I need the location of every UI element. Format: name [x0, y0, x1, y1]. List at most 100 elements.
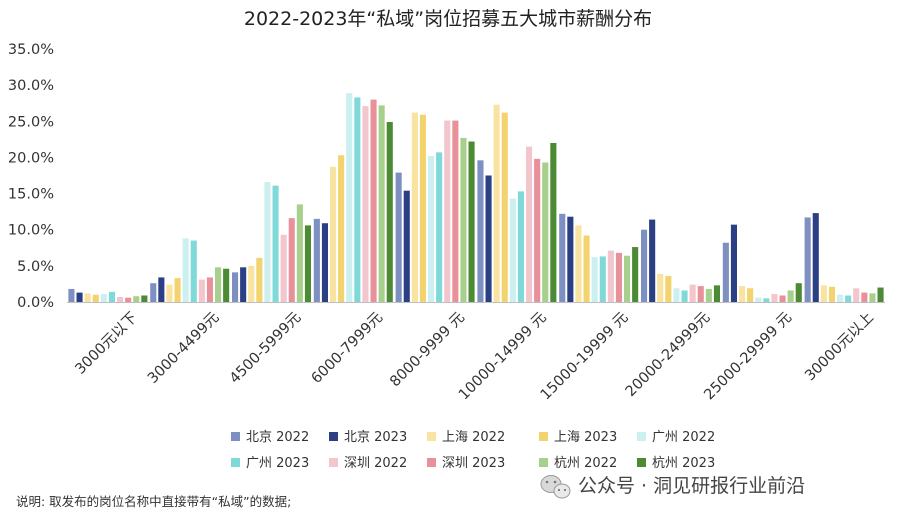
bar	[403, 190, 410, 302]
bar	[657, 273, 664, 302]
bar	[747, 288, 754, 302]
bar	[681, 290, 688, 302]
legend-label: 杭州 2023	[652, 456, 715, 471]
watermark-text: 公众号 · 洞见研报行业前沿	[578, 475, 805, 497]
bar	[240, 267, 247, 302]
bar	[795, 283, 802, 302]
bar	[338, 155, 345, 302]
y-tick-label: 5.0%	[17, 259, 54, 275]
bar	[877, 287, 884, 302]
bar	[296, 204, 303, 302]
bar	[190, 240, 197, 302]
legend-item: 上海 2022	[427, 430, 505, 445]
legend-swatch	[539, 432, 548, 441]
bar	[378, 105, 385, 302]
series-7	[117, 106, 860, 302]
bar	[362, 106, 369, 302]
bar	[436, 152, 443, 302]
bar	[567, 216, 574, 302]
legend-swatch	[329, 458, 338, 467]
bar	[444, 120, 451, 302]
bar	[313, 218, 320, 302]
bar	[411, 112, 418, 302]
plot-area	[68, 93, 884, 303]
bar	[280, 234, 287, 302]
x-tick-label: 20000-24999元	[623, 310, 714, 401]
y-tick-label: 20.0%	[8, 150, 54, 166]
legend-swatch	[637, 432, 646, 441]
bar	[84, 293, 91, 302]
bar	[346, 93, 353, 302]
legend-swatch	[427, 458, 436, 467]
series-10	[141, 122, 884, 302]
x-tick-label: 30000元以上	[802, 309, 877, 384]
series-1	[68, 160, 811, 302]
bar	[330, 166, 337, 302]
bar	[477, 160, 484, 302]
bar	[705, 288, 712, 302]
bar	[370, 99, 377, 302]
bar	[452, 120, 459, 302]
bar	[174, 278, 181, 302]
bar	[559, 213, 566, 302]
bar	[583, 235, 590, 302]
bar	[615, 252, 622, 302]
bar	[861, 292, 868, 302]
bar	[223, 268, 230, 302]
bar	[763, 298, 770, 302]
bar	[755, 297, 762, 302]
bar	[673, 288, 680, 302]
bar	[92, 294, 99, 302]
x-tick-label: 3000元以下	[73, 310, 141, 378]
bar	[198, 279, 205, 302]
legend-label: 北京 2022	[246, 430, 309, 445]
legend-item: 北京 2023	[329, 430, 407, 445]
legend-item: 北京 2022	[231, 430, 309, 445]
bar	[248, 265, 255, 302]
bar	[150, 283, 157, 302]
bar	[812, 213, 819, 302]
chart-title: 2022-2023年“私域”岗位招募五大城市薪酬分布	[244, 8, 652, 30]
bar	[288, 218, 295, 302]
bar	[386, 122, 393, 302]
legend-item: 杭州 2023	[637, 456, 715, 471]
bar	[158, 277, 165, 302]
bar	[779, 295, 786, 302]
y-axis: 0.0% 5.0% 10.0% 15.0% 20.0% 25.0% 30.0% 35.0%	[8, 42, 54, 311]
bar	[649, 219, 656, 302]
legend-label: 上海 2022	[442, 430, 505, 445]
legend-label: 上海 2023	[554, 430, 617, 445]
bar	[820, 285, 827, 302]
y-tick-label: 0.0%	[17, 295, 54, 311]
legend-swatch	[539, 458, 548, 467]
legend-item: 深圳 2023	[427, 456, 505, 471]
legend-swatch	[329, 432, 338, 441]
legend-swatch	[231, 432, 240, 441]
x-axis: 3000元以下 3000-4499元 4500-5999元 6000-7999元 800…	[67, 302, 885, 404]
bar	[206, 277, 213, 302]
bar	[108, 291, 115, 302]
legend-item: 深圳 2022	[329, 456, 407, 471]
legend-label: 广州 2023	[246, 456, 309, 471]
legend-swatch	[637, 458, 646, 467]
bar	[665, 275, 672, 302]
y-tick-label: 25.0%	[8, 114, 54, 130]
bar	[419, 114, 426, 302]
legend-label: 广州 2022	[652, 430, 715, 445]
bar	[624, 255, 631, 302]
bar	[730, 224, 737, 302]
bar	[689, 284, 696, 302]
bar	[534, 158, 541, 302]
series-8	[125, 99, 868, 302]
x-tick-label: 3000-4499元	[145, 310, 222, 387]
bar	[853, 288, 860, 302]
bar	[869, 293, 876, 302]
bar	[591, 257, 598, 302]
legend-item: 广州 2022	[637, 430, 715, 445]
bar	[460, 137, 467, 302]
bar	[599, 256, 606, 302]
y-tick-label: 10.0%	[8, 223, 54, 239]
bar	[100, 294, 107, 302]
x-tick-label: 25000-29999 元	[701, 310, 795, 404]
legend-swatch	[427, 432, 436, 441]
